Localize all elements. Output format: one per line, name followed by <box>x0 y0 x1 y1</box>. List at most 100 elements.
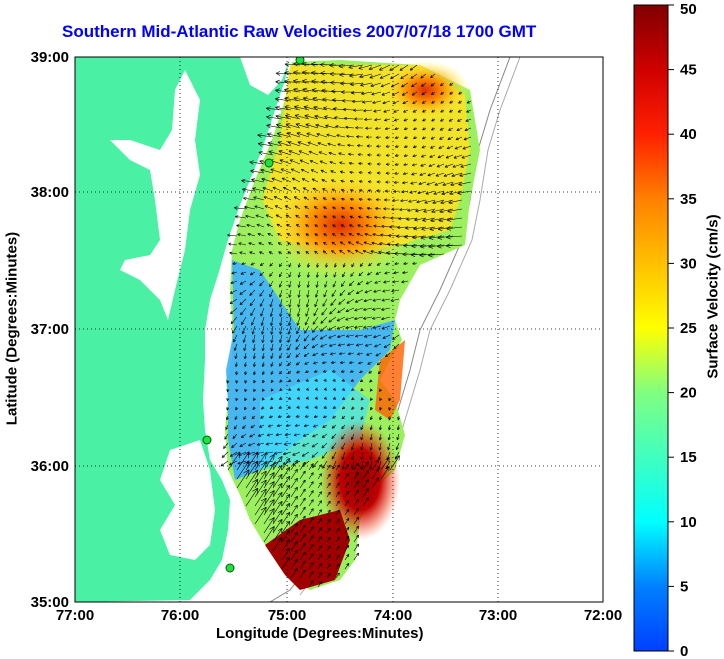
velocity-arrow <box>317 536 322 543</box>
velocity-arrow <box>270 397 274 401</box>
velocity-arrow <box>316 132 328 138</box>
velocity-arrow <box>261 361 265 367</box>
velocity-arrow <box>371 91 382 96</box>
velocity-arrow <box>297 289 301 298</box>
velocity-arrow <box>319 334 328 340</box>
velocity-arrow <box>308 526 314 534</box>
velocity-arrow <box>347 241 355 246</box>
velocity-arrow <box>277 141 292 147</box>
velocity-arrow <box>392 198 400 202</box>
velocity-arrow <box>263 517 275 534</box>
velocity-arrow <box>439 136 445 140</box>
velocity-arrow <box>272 536 283 552</box>
velocity-arrow <box>288 280 292 288</box>
velocity-arrow <box>358 162 364 166</box>
velocity-arrow <box>374 215 382 219</box>
velocity-arrow <box>323 224 328 228</box>
velocity-arrow <box>292 451 301 456</box>
velocity-arrow <box>270 343 274 352</box>
velocity-arrow <box>262 379 266 384</box>
velocity-arrow <box>323 206 328 210</box>
velocity-arrow <box>281 538 291 552</box>
velocity-arrow <box>236 469 250 489</box>
velocity-arrow <box>358 206 364 210</box>
velocity-arrow <box>274 205 283 210</box>
velocity-arrow <box>325 262 329 268</box>
velocity-arrow <box>353 543 359 552</box>
velocity-arrow <box>360 424 364 431</box>
velocity-arrow <box>328 151 337 156</box>
velocity-arrow <box>466 109 472 113</box>
y-axis-label: Latitude (Degrees:Minutes) <box>3 231 21 426</box>
velocity-arrow <box>401 82 409 88</box>
velocity-arrow <box>299 515 306 525</box>
velocity-arrow <box>244 370 248 376</box>
velocity-arrow <box>411 82 418 88</box>
velocity-arrow <box>254 488 267 507</box>
velocity-arrow <box>271 177 283 183</box>
velocity-arrow <box>431 127 436 131</box>
velocity-arrow <box>256 442 265 446</box>
velocity-arrow <box>278 271 283 278</box>
velocity-arrow <box>288 316 292 326</box>
velocity-arrow <box>326 554 331 561</box>
velocity-arrow <box>344 499 350 507</box>
velocity-arrow <box>296 387 301 391</box>
velocity-arrow <box>288 262 292 268</box>
velocity-arrow <box>402 100 409 105</box>
velocity-arrow <box>388 406 392 411</box>
velocity-arrow <box>311 79 328 84</box>
velocity-arrow <box>353 534 359 543</box>
velocity-arrow <box>376 144 382 148</box>
velocity-arrow <box>230 316 238 325</box>
velocity-arrow <box>372 325 382 329</box>
velocity-arrow <box>295 214 301 219</box>
velocity-arrow <box>294 423 301 428</box>
velocity-arrow <box>253 397 257 401</box>
velocity-arrow <box>413 127 418 131</box>
velocity-arrow <box>411 243 427 249</box>
velocity-arrow <box>403 127 409 131</box>
velocity-arrow <box>328 334 337 339</box>
velocity-arrow <box>342 396 346 400</box>
velocity-arrow <box>410 252 427 257</box>
velocity-arrow <box>308 481 314 489</box>
velocity-arrow <box>278 262 283 268</box>
velocity-arrow <box>226 397 230 402</box>
velocity-arrow <box>326 482 331 489</box>
velocity-arrow <box>420 82 427 87</box>
velocity-arrow <box>296 396 301 400</box>
velocity-arrow <box>403 243 418 248</box>
velocity-arrow <box>382 289 391 293</box>
velocity-arrow <box>353 507 359 516</box>
velocity-arrow <box>250 424 256 429</box>
velocity-arrow <box>233 206 247 210</box>
velocity-arrow <box>353 480 359 489</box>
velocity-arrow <box>375 198 382 202</box>
velocity-arrow <box>301 451 310 457</box>
velocity-arrow <box>461 154 472 159</box>
velocity-arrow <box>412 100 418 104</box>
velocity-arrow <box>344 544 350 552</box>
velocity-arrow <box>269 271 274 277</box>
velocity-arrow <box>446 145 454 150</box>
velocity-arrow <box>261 177 274 183</box>
velocity-arrow <box>286 223 292 228</box>
velocity-arrow <box>356 135 364 139</box>
velocity-arrow <box>245 460 259 480</box>
velocity-arrow <box>448 199 463 205</box>
velocity-arrow <box>326 464 331 471</box>
velocity-arrow <box>331 250 337 255</box>
velocity-arrow <box>345 325 355 330</box>
velocity-arrow <box>329 161 337 165</box>
velocity-arrow <box>287 251 292 255</box>
velocity-arrow <box>382 216 391 220</box>
velocity-arrow <box>365 224 373 228</box>
velocity-arrow <box>339 249 346 255</box>
velocity-arrow <box>288 289 292 298</box>
velocity-arrow <box>293 196 301 201</box>
velocity-arrow <box>308 562 314 570</box>
velocity-arrow <box>236 451 250 471</box>
velocity-arrow <box>427 172 436 177</box>
velocity-arrow <box>275 88 292 94</box>
